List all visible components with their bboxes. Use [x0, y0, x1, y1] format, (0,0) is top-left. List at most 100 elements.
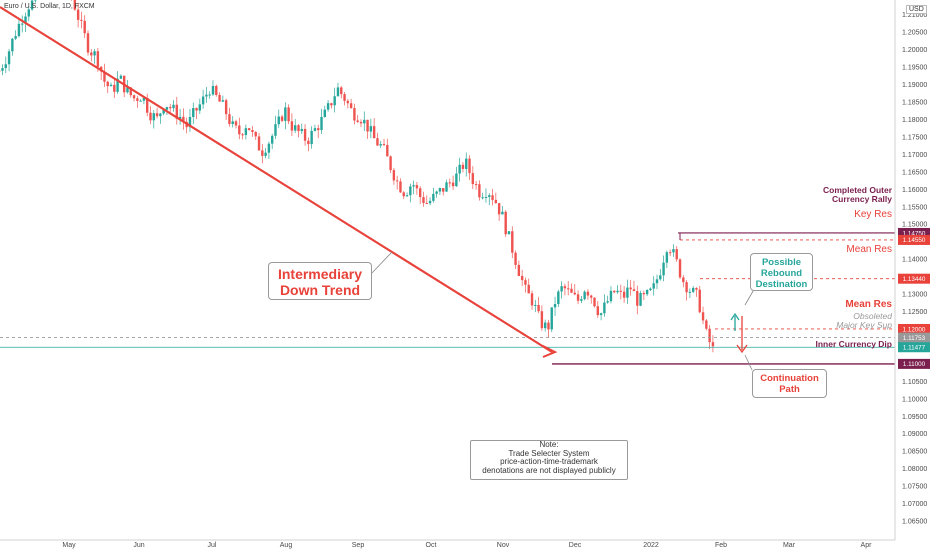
candle-body: [451, 182, 455, 187]
price-tick-label: 1.07500: [902, 484, 927, 491]
candle-body: [333, 96, 336, 106]
candle-body: [478, 184, 481, 198]
candle-body: [507, 231, 511, 235]
candle-body: [553, 304, 557, 308]
candle-body: [547, 322, 550, 330]
candle-body: [655, 279, 659, 284]
note-title: Note:: [539, 440, 559, 449]
price-tick-label: 1.21000: [902, 12, 927, 19]
candle-body: [129, 87, 132, 96]
candle-body: [267, 143, 271, 153]
candle-body: [645, 289, 649, 295]
price-tag: [898, 332, 930, 343]
candle-body: [270, 135, 274, 144]
candle-body: [353, 108, 356, 121]
candle-body: [106, 81, 109, 87]
note-line: denotations are not displayed publicly: [482, 465, 616, 475]
candle-body: [126, 87, 129, 93]
candle-body: [152, 113, 155, 121]
inner-dip-label: Inner Currency Dip: [815, 339, 892, 349]
price-tag-label: 1.14550: [903, 237, 926, 244]
candle-body: [386, 145, 389, 157]
candle-body: [570, 288, 573, 293]
candle-body: [616, 290, 619, 293]
candle-body: [113, 84, 116, 92]
candle-body: [389, 156, 392, 171]
candle-body: [530, 293, 534, 306]
candle-body: [560, 286, 563, 292]
time-tick-label: Oct: [426, 542, 437, 549]
candle-body: [136, 98, 139, 101]
candle-body: [90, 52, 93, 56]
candle-body: [619, 290, 623, 292]
candle-body: [4, 64, 7, 69]
candle-body: [277, 116, 280, 125]
candlestick-series: [0, 0, 715, 353]
trend-arrow-head: [542, 345, 558, 358]
candle-body: [336, 87, 340, 97]
candle-body: [215, 85, 218, 95]
candle-body: [448, 182, 451, 184]
key-res-label: Key Res: [854, 209, 892, 220]
candle-body: [672, 249, 675, 253]
candle-body: [642, 293, 646, 295]
candle-body: [103, 71, 106, 82]
candle-body: [652, 283, 655, 289]
candle-body: [534, 304, 537, 306]
price-tag-label: 1.11753: [903, 335, 926, 342]
price-tick-label: 1.18000: [902, 117, 927, 124]
candle-body: [264, 152, 267, 156]
price-tick-label: 1.16000: [902, 187, 927, 194]
candle-body: [211, 85, 215, 95]
candle-body: [491, 195, 494, 200]
price-tick-label: 1.07000: [902, 501, 927, 508]
candle-body: [317, 128, 320, 131]
candle-body: [405, 195, 409, 197]
price-tag-label: 1.11477: [903, 345, 926, 352]
possible-rebound-callout: Possible Rebound Destination: [750, 253, 813, 291]
candle-body: [80, 19, 83, 21]
price-tag-label: 1.12000: [903, 326, 926, 333]
price-tick-label: 1.20500: [902, 30, 927, 37]
candle-body: [395, 180, 399, 182]
candle-body: [300, 128, 303, 132]
candle-body: [139, 100, 142, 102]
candle-body: [711, 342, 715, 347]
candle-body: [678, 259, 682, 278]
time-tick-label: Mar: [783, 542, 796, 549]
intermediary-connector: [369, 251, 393, 276]
callout-line: Destination: [755, 279, 808, 290]
candle-body: [563, 286, 567, 289]
candle-body: [234, 121, 238, 126]
candle-body: [231, 121, 234, 124]
candle-body: [83, 20, 86, 34]
mean-res-lower-label: Mean Res: [845, 299, 892, 310]
time-tick-label: Jun: [133, 542, 144, 549]
time-tick-label: Feb: [715, 542, 727, 549]
candle-body: [590, 295, 593, 298]
time-tick-label: Jul: [208, 542, 217, 549]
candle-body: [146, 97, 149, 113]
candle-body: [576, 294, 580, 301]
candle-body: [261, 150, 264, 156]
candle-body: [659, 275, 662, 280]
candle-body: [432, 193, 435, 201]
continuation-connector: [744, 354, 753, 371]
price-tick-label: 1.15000: [902, 222, 927, 229]
candle-body: [382, 144, 386, 146]
candle-body: [195, 108, 198, 111]
candle-body: [599, 313, 603, 316]
candle-body: [629, 287, 632, 290]
candle-body: [162, 109, 165, 114]
candle-body: [172, 104, 175, 109]
callout-line: Possible: [761, 257, 802, 268]
candle-body: [86, 33, 90, 53]
candle-body: [468, 158, 471, 174]
candle-body: [497, 203, 501, 215]
candle-body: [606, 301, 609, 303]
price-tick-label: 1.08500: [902, 449, 927, 456]
candle-body: [527, 284, 530, 294]
price-tag: [898, 342, 930, 353]
candle-body: [297, 125, 300, 132]
